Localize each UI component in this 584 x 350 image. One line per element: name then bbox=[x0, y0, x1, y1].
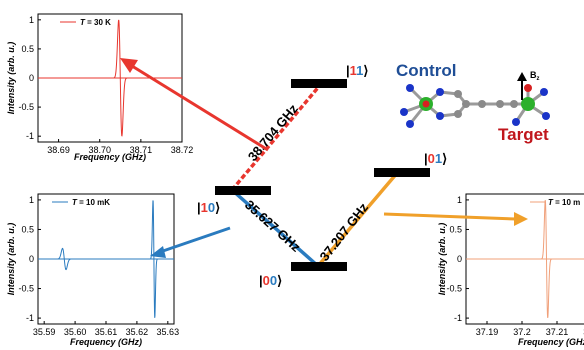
x-tick-label: 37.21 bbox=[546, 327, 569, 337]
x-axis-label: Frequency (GHz) bbox=[70, 337, 142, 347]
x-tick-label: 35.63 bbox=[157, 327, 180, 337]
y-tick-label: 0.5 bbox=[21, 44, 34, 54]
carbon-atoms bbox=[454, 90, 518, 118]
transition-label-00-10: 35.627 GHz bbox=[242, 197, 304, 255]
arrow-orange-shaft bbox=[383, 212, 517, 221]
arrow-blue-shaft bbox=[159, 226, 231, 254]
x-tick-label: 37.19 bbox=[476, 327, 499, 337]
y-tick-label: 1 bbox=[29, 195, 34, 205]
x-ticks: 38.69 38.70 38.71 38.72 bbox=[47, 139, 193, 155]
panel-top-left: T = 30 K 1 0.5 0 -0.5 -1 38.69 38.70 38.71 38.7… bbox=[6, 13, 193, 162]
control-spin-marker bbox=[422, 100, 430, 108]
x-tick-label: 35.60 bbox=[64, 327, 87, 337]
level-00-bar bbox=[291, 262, 347, 271]
y-tick-label: -1 bbox=[26, 131, 34, 141]
arrow-red-shaft bbox=[131, 64, 269, 152]
energy-level-diagram: |11⟩ |10⟩ |01⟩ |00⟩ 38.704 GHz 35.627 GH… bbox=[197, 63, 447, 288]
spectrum-trace bbox=[466, 200, 584, 318]
y-tick-label: 0.5 bbox=[21, 224, 34, 234]
panel-bottom-left: T = 10 mK 10.50-0.5-1 35.59 35.60 35.61 35.… bbox=[6, 193, 179, 347]
target-label: Target bbox=[498, 125, 549, 144]
field-arrow-head bbox=[517, 72, 527, 81]
x-tick-label: 38.69 bbox=[47, 145, 70, 155]
arrow-blue-head bbox=[150, 246, 166, 258]
y-tick-label: 0 bbox=[29, 73, 34, 83]
x-tick-label: 35.62 bbox=[126, 327, 149, 337]
x-tick-label: 35.61 bbox=[95, 327, 118, 337]
y-tick-label: -0.5 bbox=[446, 284, 462, 294]
level-01-label: |01⟩ bbox=[424, 151, 447, 166]
panel-top-left-legend: T = 30 K bbox=[60, 18, 111, 27]
panel-bottom-right-legend: T = 10 m bbox=[530, 198, 580, 207]
legend-text: T = 30 K bbox=[80, 18, 111, 27]
x-axis-label: Frequency (GHz) bbox=[74, 152, 146, 162]
level-11-label: |11⟩ bbox=[346, 63, 368, 78]
transition-line-00-01 bbox=[316, 170, 400, 268]
y-tick-label: 0 bbox=[457, 254, 462, 264]
y-axis-label: Intensity (arb. u.) bbox=[437, 223, 447, 296]
level-01-bar bbox=[374, 168, 430, 177]
control-label: Control bbox=[396, 61, 456, 80]
transition-label-00-01: 37.207 GHz bbox=[317, 200, 372, 264]
oxygen-atom bbox=[524, 84, 532, 92]
y-axis-label: Intensity (arb. u.) bbox=[6, 223, 16, 296]
x-tick-label: 37.2 bbox=[513, 327, 531, 337]
transition-label-10-11: 38.704 GHz bbox=[245, 101, 301, 164]
arrow-orange-head bbox=[514, 212, 528, 226]
x-ticks: 35.59 35.60 35.61 35.62 35.63 bbox=[33, 321, 179, 337]
molecule-illustration: Control Target bbox=[396, 61, 550, 144]
level-11-bar bbox=[291, 79, 347, 88]
arrows bbox=[120, 58, 528, 258]
level-00-label: |00⟩ bbox=[259, 273, 282, 288]
panel-bottom-right: T = 10 m 10.50-0.5-1 37.1937.237.2137.2 … bbox=[437, 193, 584, 347]
legend-text: T = 10 m bbox=[548, 198, 580, 207]
y-tick-label: 0 bbox=[29, 254, 34, 264]
arrow-red-head bbox=[120, 58, 138, 73]
x-tick-label: 38.70 bbox=[88, 145, 111, 155]
x-tick-label: 38.71 bbox=[130, 145, 153, 155]
y-tick-label: -1 bbox=[26, 313, 34, 323]
transition-line-10-11 bbox=[230, 82, 323, 192]
legend-text: T = 10 mK bbox=[72, 198, 110, 207]
spectrum-trace bbox=[38, 19, 182, 137]
y-tick-label: -0.5 bbox=[18, 102, 34, 112]
transition-line-00-10 bbox=[230, 188, 320, 268]
nitrogen-atoms bbox=[400, 84, 550, 128]
level-10-bar bbox=[215, 186, 271, 195]
field-label: Bz bbox=[530, 70, 540, 82]
y-tick-label: 1 bbox=[457, 195, 462, 205]
x-tick-label: 38.72 bbox=[171, 145, 194, 155]
x-axis-label: Frequency (GHz) bbox=[518, 337, 584, 347]
y-axis-label: Intensity (arb. u.) bbox=[6, 42, 16, 115]
y-tick-label: -0.5 bbox=[18, 284, 34, 294]
x-tick-label: 35.59 bbox=[33, 327, 56, 337]
y-tick-label: -1 bbox=[454, 313, 462, 323]
y-tick-label: 0.5 bbox=[449, 224, 462, 234]
panel-bottom-left-legend: T = 10 mK bbox=[52, 198, 110, 207]
level-10-label: |10⟩ bbox=[197, 200, 220, 215]
y-tick-label: 1 bbox=[29, 15, 34, 25]
target-metal-atom bbox=[521, 97, 535, 111]
